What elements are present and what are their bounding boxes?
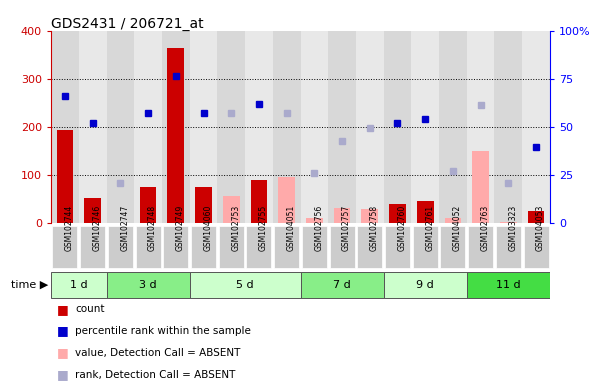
FancyBboxPatch shape <box>108 225 133 268</box>
FancyBboxPatch shape <box>51 272 106 298</box>
Text: GDS2431 / 206721_at: GDS2431 / 206721_at <box>51 17 204 31</box>
FancyBboxPatch shape <box>246 225 272 268</box>
Bar <box>106 31 134 223</box>
FancyBboxPatch shape <box>467 272 550 298</box>
Text: 11 d: 11 d <box>496 280 520 290</box>
Bar <box>389 204 406 223</box>
FancyBboxPatch shape <box>106 272 190 298</box>
FancyBboxPatch shape <box>80 225 105 268</box>
Bar <box>140 187 156 223</box>
Bar <box>467 31 495 223</box>
Bar <box>500 222 517 223</box>
Bar <box>218 31 245 223</box>
Bar <box>245 31 273 223</box>
Bar <box>278 177 295 223</box>
FancyBboxPatch shape <box>302 225 327 268</box>
Text: GSM102755: GSM102755 <box>259 205 268 251</box>
Bar <box>472 151 489 223</box>
Text: GSM102744: GSM102744 <box>65 205 74 251</box>
Bar <box>356 31 383 223</box>
Bar <box>273 31 300 223</box>
Text: GSM102757: GSM102757 <box>342 205 351 251</box>
Bar <box>84 198 101 223</box>
Bar <box>306 218 323 223</box>
Bar <box>168 48 184 223</box>
Text: GSM104051: GSM104051 <box>287 205 296 251</box>
Bar <box>495 31 522 223</box>
Text: GSM102746: GSM102746 <box>93 205 102 251</box>
Bar <box>445 218 461 223</box>
FancyBboxPatch shape <box>136 225 160 268</box>
FancyBboxPatch shape <box>358 225 382 268</box>
Text: ■: ■ <box>57 324 69 338</box>
Bar <box>79 31 106 223</box>
Bar <box>411 31 439 223</box>
FancyBboxPatch shape <box>385 225 410 268</box>
Bar <box>223 196 240 223</box>
Bar <box>522 31 550 223</box>
Bar <box>439 31 467 223</box>
Text: 1 d: 1 d <box>70 280 88 290</box>
FancyBboxPatch shape <box>300 272 383 298</box>
FancyBboxPatch shape <box>413 225 438 268</box>
Bar <box>134 31 162 223</box>
Text: GSM102763: GSM102763 <box>481 205 490 251</box>
FancyBboxPatch shape <box>163 225 188 268</box>
Text: value, Detection Call = ABSENT: value, Detection Call = ABSENT <box>75 348 240 358</box>
Text: GSM102760: GSM102760 <box>397 205 406 251</box>
Text: 5 d: 5 d <box>236 280 254 290</box>
Text: GSM102747: GSM102747 <box>120 205 129 251</box>
Text: GSM102753: GSM102753 <box>231 205 240 251</box>
Text: percentile rank within the sample: percentile rank within the sample <box>75 326 251 336</box>
Text: ■: ■ <box>57 303 69 316</box>
Bar <box>334 208 350 223</box>
Bar <box>251 180 267 223</box>
Text: count: count <box>75 304 105 314</box>
Bar <box>162 31 190 223</box>
Text: time ▶: time ▶ <box>11 280 48 290</box>
Text: 9 d: 9 d <box>416 280 434 290</box>
Text: GSM102758: GSM102758 <box>370 205 379 251</box>
Bar <box>300 31 328 223</box>
Bar <box>190 31 218 223</box>
FancyBboxPatch shape <box>52 225 78 268</box>
FancyBboxPatch shape <box>523 225 549 268</box>
Bar <box>56 130 73 223</box>
FancyBboxPatch shape <box>219 225 243 268</box>
Text: GSM104053: GSM104053 <box>536 205 545 251</box>
FancyBboxPatch shape <box>190 272 300 298</box>
Text: rank, Detection Call = ABSENT: rank, Detection Call = ABSENT <box>75 370 236 380</box>
FancyBboxPatch shape <box>496 225 521 268</box>
Bar <box>528 211 545 223</box>
Text: 3 d: 3 d <box>139 280 157 290</box>
Bar <box>328 31 356 223</box>
Text: 7 d: 7 d <box>333 280 351 290</box>
Bar <box>51 31 79 223</box>
Bar <box>195 187 212 223</box>
Text: ■: ■ <box>57 368 69 381</box>
Text: GSM102749: GSM102749 <box>176 205 185 251</box>
Bar <box>361 209 378 223</box>
Text: GSM104052: GSM104052 <box>453 205 462 251</box>
Text: GSM102748: GSM102748 <box>148 205 157 251</box>
FancyBboxPatch shape <box>274 225 299 268</box>
FancyBboxPatch shape <box>383 272 467 298</box>
FancyBboxPatch shape <box>191 225 216 268</box>
FancyBboxPatch shape <box>329 225 355 268</box>
Bar <box>417 200 433 223</box>
FancyBboxPatch shape <box>441 225 465 268</box>
Text: GSM104060: GSM104060 <box>204 205 213 251</box>
Text: GSM103323: GSM103323 <box>508 205 517 251</box>
Text: ■: ■ <box>57 346 69 359</box>
FancyBboxPatch shape <box>468 225 493 268</box>
Bar <box>383 31 411 223</box>
Text: GSM102761: GSM102761 <box>426 205 434 251</box>
Text: GSM102756: GSM102756 <box>314 205 323 251</box>
